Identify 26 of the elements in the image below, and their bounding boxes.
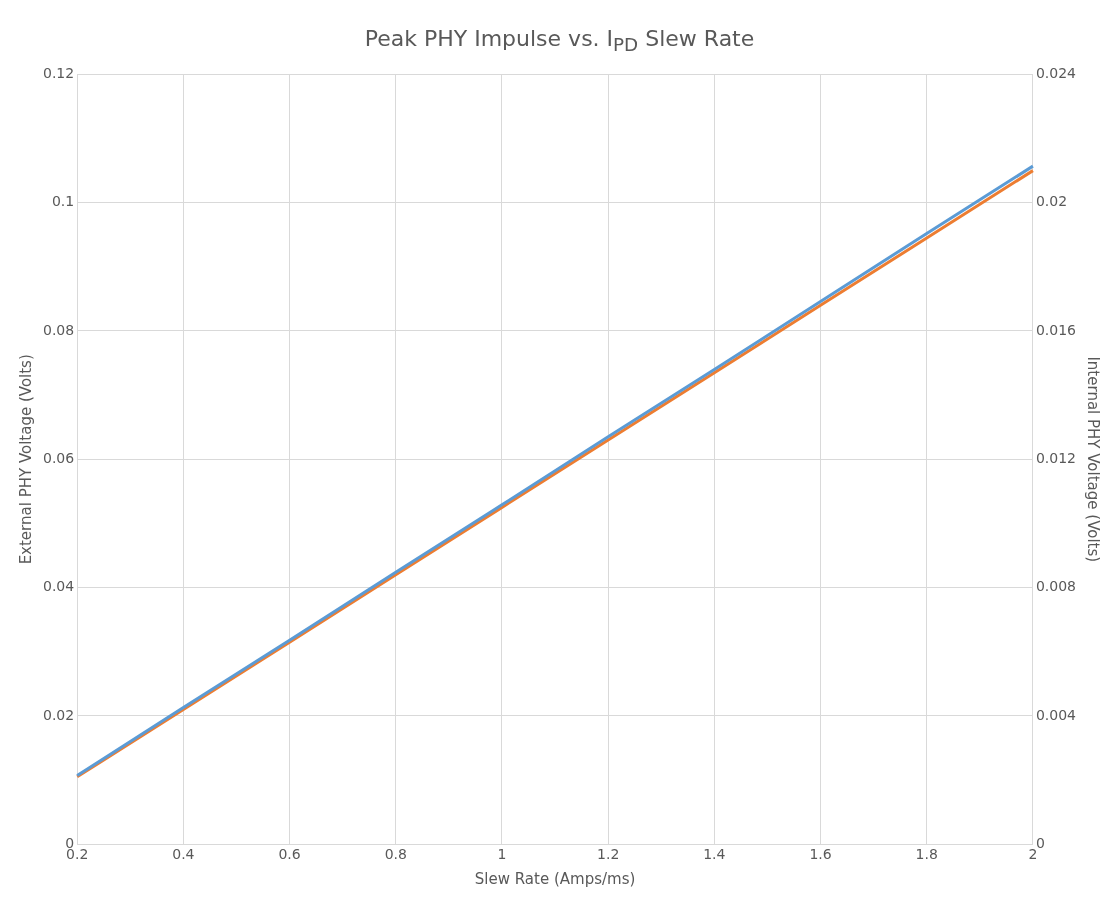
y-tick-label: 0.06 (43, 450, 75, 467)
y2-tick-label: 0.02 (1035, 193, 1068, 210)
y-axis-title: External PHY Voltage (Volts) (16, 354, 35, 565)
x-tick-label: 1 (497, 846, 507, 863)
x-tick-label: 1.2 (597, 846, 620, 863)
x-tick-label: 2 (1028, 846, 1038, 863)
x-tick-label: 0.6 (278, 846, 301, 863)
y-tick-label: 0.08 (43, 322, 75, 339)
x-tick-label: 1.8 (915, 846, 938, 863)
y2-tick-label: 0.024 (1035, 65, 1077, 82)
y2-tick-label: 0.008 (1035, 578, 1077, 595)
y2-tick-label: 0.004 (1035, 706, 1077, 723)
x-tick-label: 0.4 (172, 846, 195, 863)
x-tick-label: 0.8 (384, 846, 407, 863)
y2-tick-label: 0.016 (1035, 322, 1077, 339)
y2-axis-title: Internal PHY Voltage (Volts) (1084, 356, 1103, 563)
y-tick-label: 0.02 (43, 706, 75, 723)
x-axis-title: Slew Rate (Amps/ms) (474, 870, 636, 889)
y2-tick-label: 0 (1035, 835, 1045, 852)
y2-tick-label: 0.012 (1035, 450, 1077, 467)
x-tick-label: 1.4 (703, 846, 726, 863)
y-tick-label: 0.1 (51, 193, 75, 210)
x-tick-label: 1.6 (809, 846, 832, 863)
chart-title: Peak PHY Impulse vs. I$_{PD}$ Slew Rate (363, 25, 756, 58)
y-tick-label: 0.04 (43, 578, 75, 595)
y-tick-label: 0.12 (43, 65, 75, 82)
